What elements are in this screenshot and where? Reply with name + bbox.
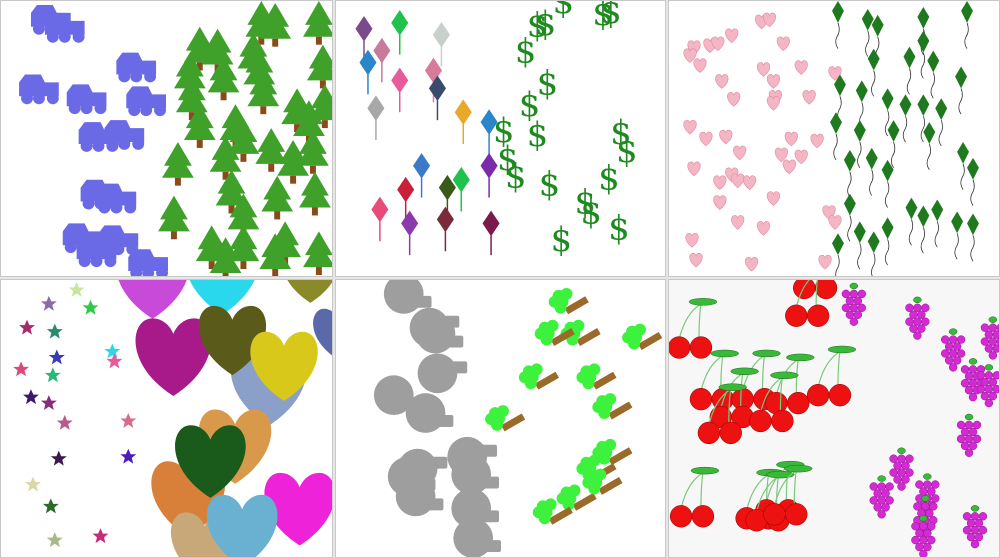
svg-text:$: $: [553, 1, 574, 21]
panel-hearts-vs-kites: [668, 0, 1000, 277]
pine-tree-group: [158, 1, 332, 276]
panel-jeeps-vs-trees: [0, 0, 333, 277]
cherry-group: [669, 280, 857, 532]
svg-text:$: $: [574, 182, 595, 221]
hearts-kites-canvas: [683, 1, 980, 276]
svg-text:$: $: [610, 113, 631, 152]
mushroom-group: [373, 280, 501, 557]
svg-text:$: $: [616, 131, 637, 170]
tree-group: [485, 287, 663, 525]
svg-text:$: $: [527, 115, 548, 154]
svg-text:$: $: [592, 1, 613, 33]
panel-stars-vs-hearts: [0, 279, 333, 558]
svg-text:$: $: [505, 157, 526, 196]
jeep-group: [19, 4, 168, 276]
svg-text:$: $: [527, 6, 548, 45]
svg-text:$: $: [515, 32, 536, 71]
panel-cherries-vs-grapes: [668, 279, 1000, 558]
panel-mushrooms-vs-trees: [335, 279, 666, 558]
mushrooms-trees-canvas: [373, 280, 663, 557]
svg-text:$: $: [600, 1, 621, 31]
svg-text:$: $: [497, 139, 518, 178]
panel-balloons-vs-dollars: $ $ $ $ $ $ $ $ $ $ $ $ $ $ $ $ $ $ $ $: [335, 0, 666, 277]
kite-group: [829, 1, 980, 276]
svg-text:$: $: [535, 4, 556, 43]
balloon-group: [355, 10, 500, 256]
svg-text:$: $: [519, 85, 540, 124]
cherries-grapes-canvas: [669, 280, 999, 557]
balloons-dollars-canvas: $ $ $ $ $ $ $ $ $ $ $ $ $ $ $ $ $ $ $ $: [355, 1, 638, 259]
svg-text:$: $: [493, 111, 514, 150]
svg-text:$: $: [537, 63, 558, 102]
dollar-group: $ $ $ $ $ $ $ $ $ $ $ $ $ $ $ $ $ $ $ $: [493, 1, 638, 259]
stars-hearts-canvas: [13, 280, 332, 557]
star-group: [13, 281, 137, 548]
svg-text:$: $: [551, 220, 572, 259]
small-heart-group: [683, 12, 842, 272]
big-heart-group: [115, 280, 332, 557]
svg-text:$: $: [608, 208, 629, 247]
svg-text:$: $: [598, 159, 619, 198]
jeeps-trees-canvas: [19, 1, 332, 276]
svg-text:$: $: [539, 165, 560, 204]
svg-text:$: $: [580, 192, 601, 231]
grape-group: [841, 282, 999, 557]
